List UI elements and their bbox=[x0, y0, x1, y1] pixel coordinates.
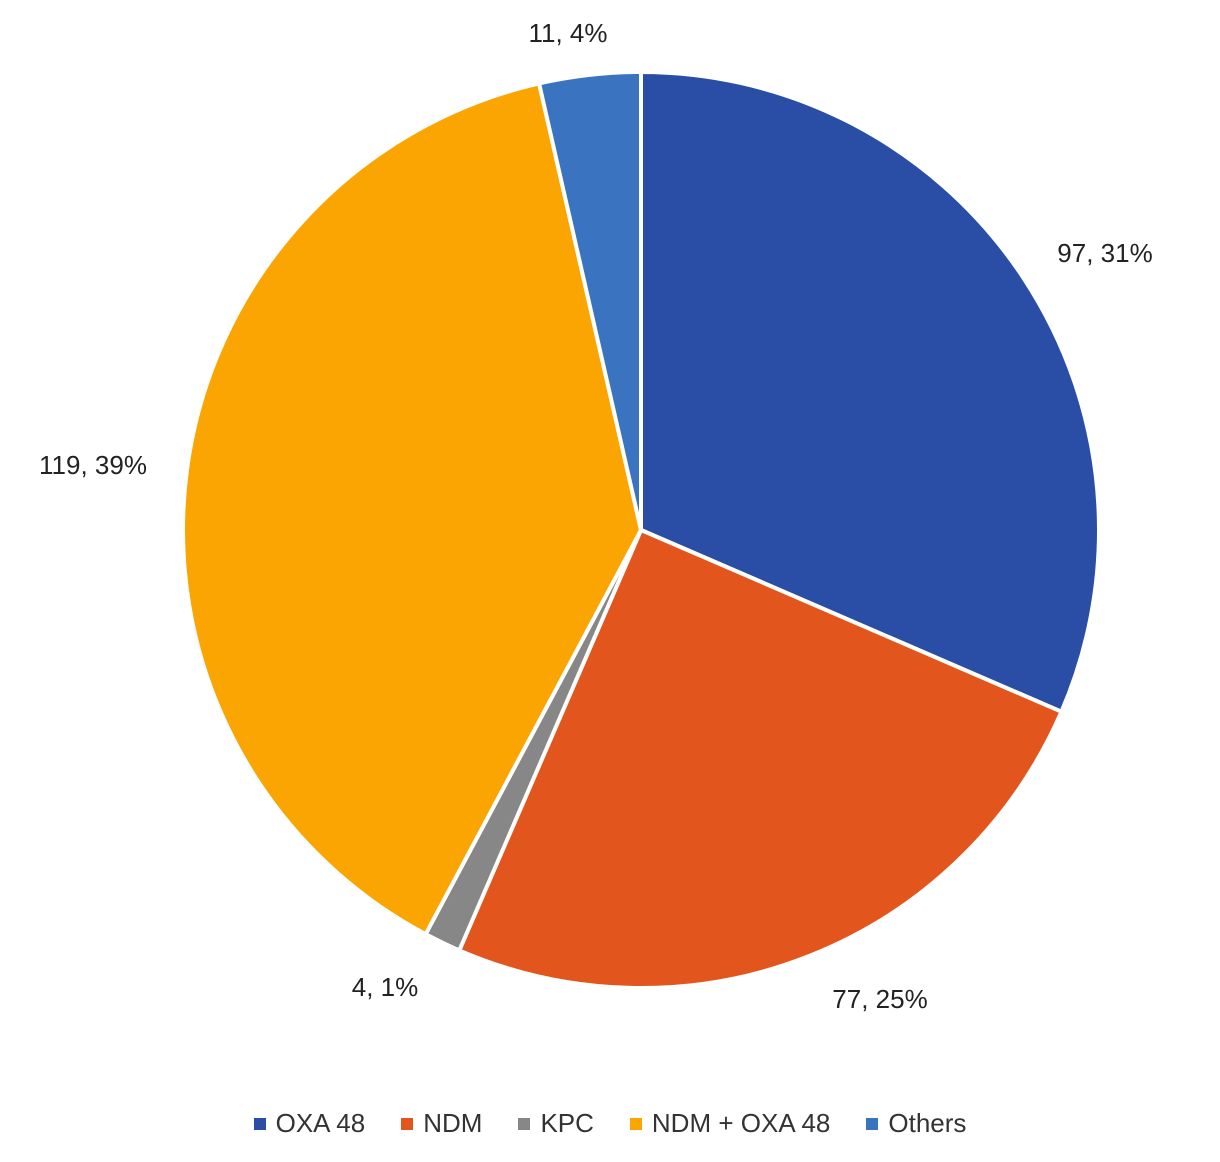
data-label: 4, 1% bbox=[352, 972, 419, 1002]
pie-slice-ndm-oxa-48 bbox=[181, 81, 643, 937]
legend-swatch bbox=[518, 1117, 531, 1130]
data-label: 11, 4% bbox=[528, 18, 607, 48]
data-label: 77, 25% bbox=[832, 984, 927, 1014]
legend-item: OXA 48 bbox=[253, 1108, 366, 1139]
legend-swatch bbox=[629, 1117, 642, 1130]
legend-label: NDM bbox=[423, 1108, 483, 1138]
legend-item: KPC bbox=[518, 1108, 594, 1139]
pie-slice-oxa-48 bbox=[639, 70, 1101, 714]
legend-swatch bbox=[866, 1117, 879, 1130]
pie-slice-ndm bbox=[457, 528, 1064, 990]
legend-item: Others bbox=[866, 1108, 966, 1139]
pie-slices bbox=[181, 70, 1101, 990]
pie-chart: 97, 31% 77, 25% 4, 1% 119, 39% 11, 4% bbox=[39, 18, 1153, 1014]
data-label: 97, 31% bbox=[1057, 238, 1152, 268]
legend-label: OXA 48 bbox=[275, 1108, 366, 1138]
data-label: 119, 39% bbox=[39, 450, 147, 480]
legend-swatch bbox=[253, 1117, 266, 1130]
legend-item: NDM + OXA 48 bbox=[629, 1108, 831, 1139]
legend-label: Others bbox=[888, 1108, 967, 1138]
legend-label: KPC bbox=[540, 1108, 594, 1138]
legend-item: NDM bbox=[401, 1108, 482, 1139]
legend-swatch bbox=[401, 1117, 414, 1130]
pie-slice-others bbox=[537, 70, 643, 532]
legend: OXA 48 NDM KPC NDM + OXA 48 Others bbox=[0, 1108, 1220, 1139]
legend-label: NDM + OXA 48 bbox=[651, 1108, 831, 1138]
data-labels: 97, 31% 77, 25% 4, 1% 119, 39% 11, 4% bbox=[39, 18, 1153, 1014]
